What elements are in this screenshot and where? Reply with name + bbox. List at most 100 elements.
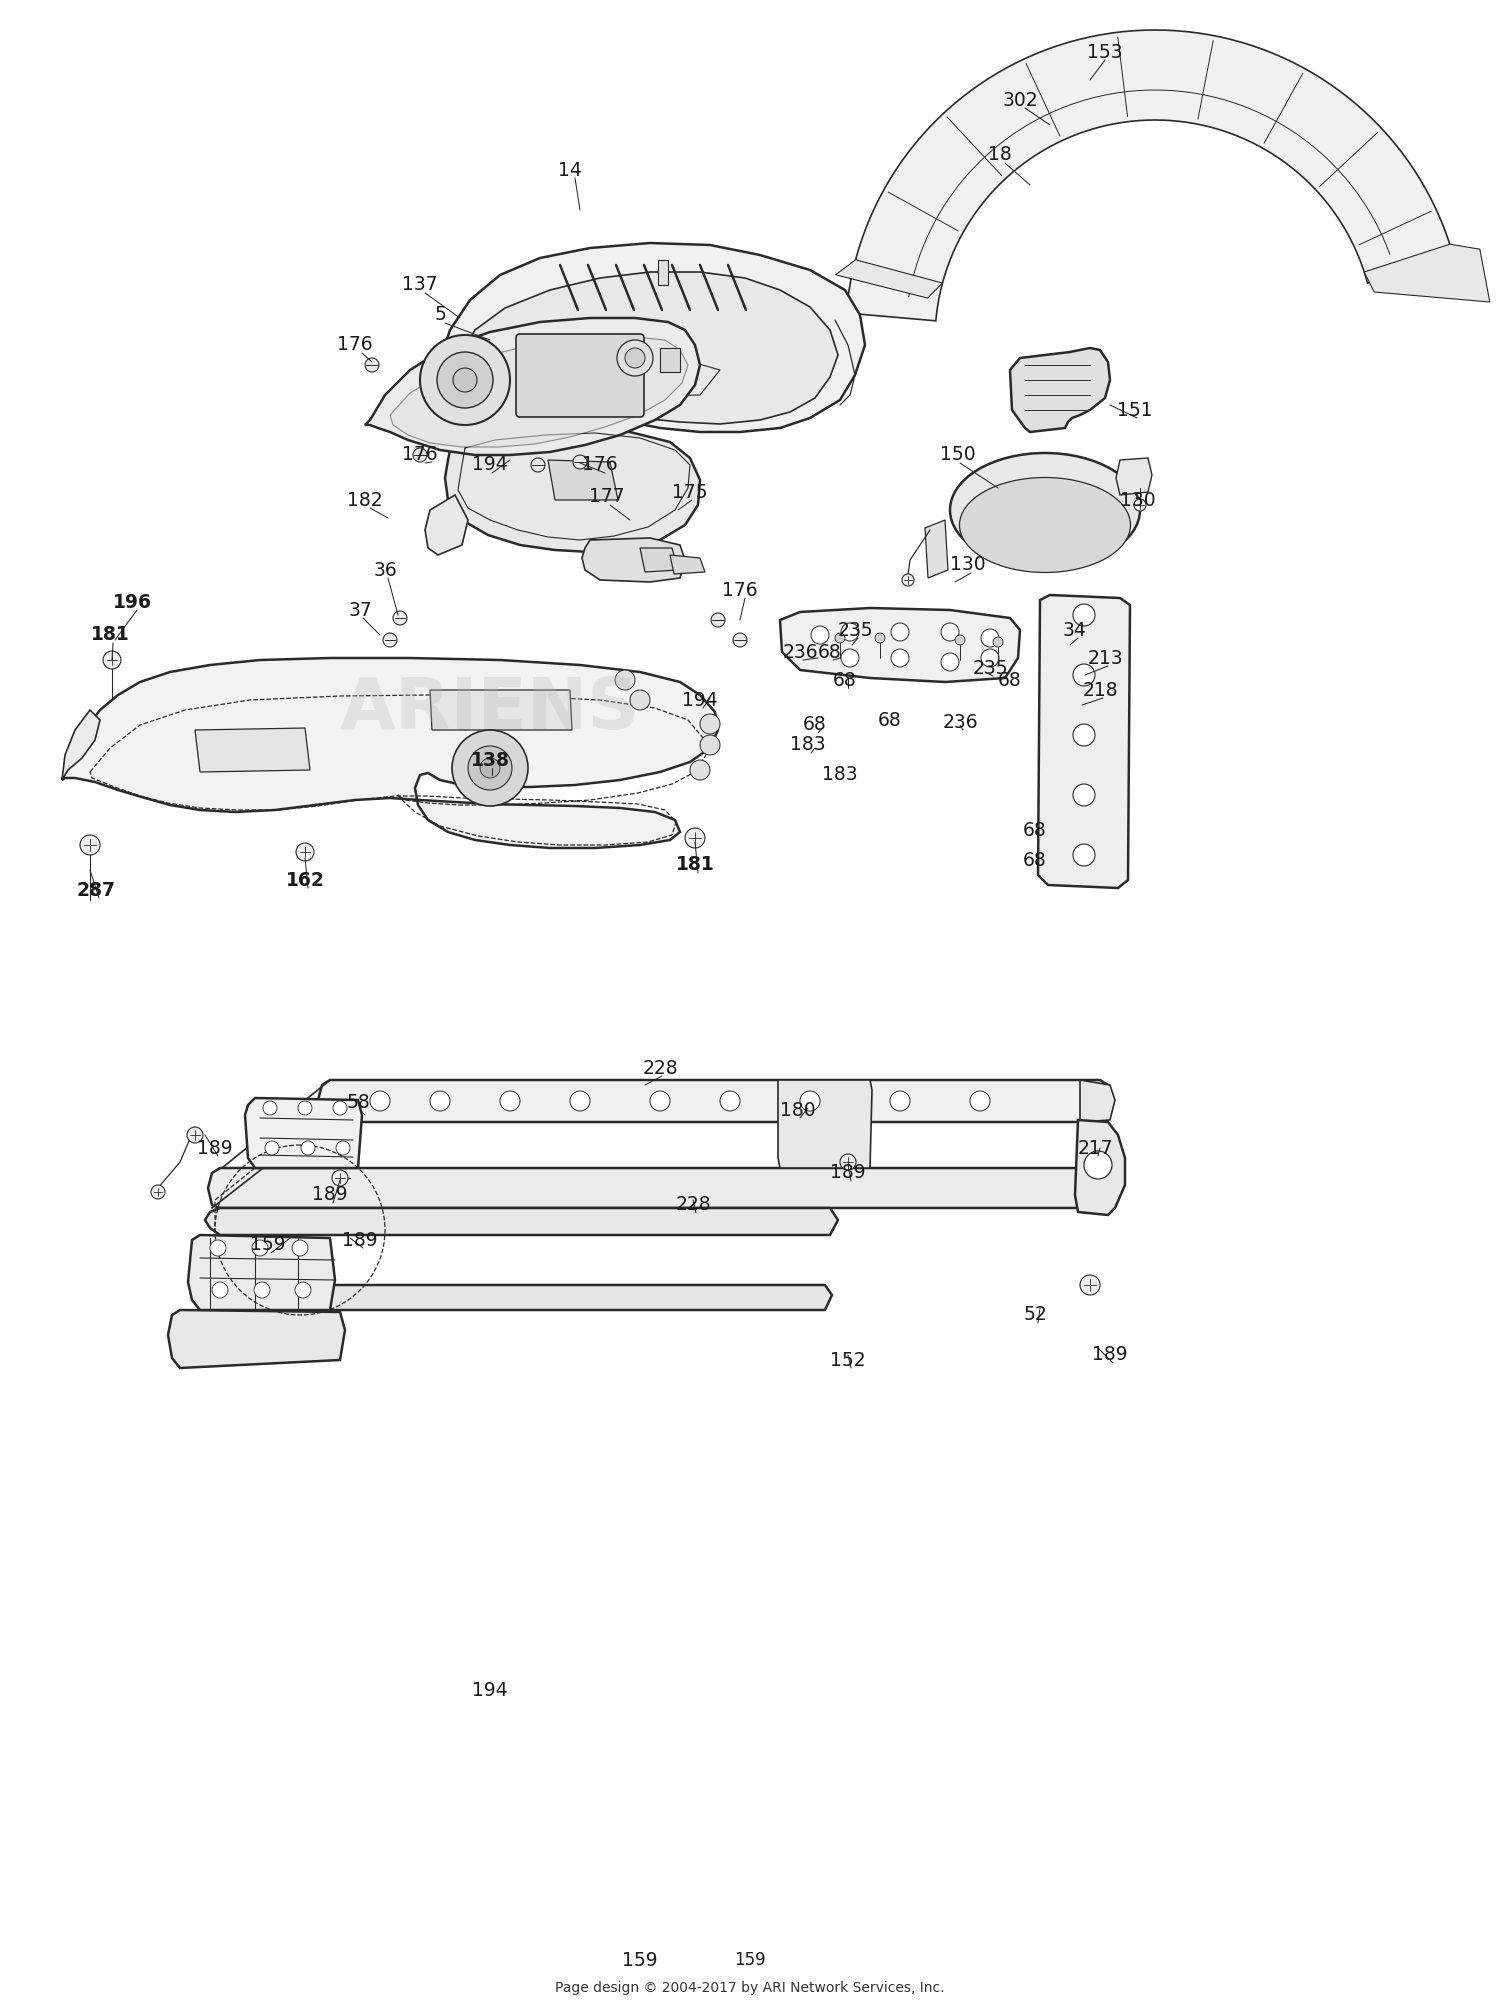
Circle shape (254, 1282, 270, 1298)
Circle shape (188, 1127, 202, 1143)
Circle shape (720, 1091, 740, 1111)
Circle shape (1072, 723, 1095, 745)
Text: ARIENS: ARIENS (340, 675, 640, 745)
Circle shape (262, 1101, 278, 1115)
Circle shape (104, 651, 122, 669)
Circle shape (840, 1153, 856, 1169)
Polygon shape (780, 609, 1020, 681)
Text: 217: 217 (1077, 1139, 1113, 1157)
Text: 182: 182 (346, 490, 382, 510)
Circle shape (700, 713, 720, 733)
Circle shape (940, 653, 958, 671)
Text: 68: 68 (998, 671, 1022, 689)
Polygon shape (424, 494, 468, 554)
Circle shape (364, 358, 380, 372)
Text: 183: 183 (790, 735, 826, 755)
Text: 236: 236 (782, 643, 818, 661)
Circle shape (211, 1282, 228, 1298)
Circle shape (615, 669, 634, 689)
Polygon shape (195, 727, 310, 771)
Text: 152: 152 (830, 1350, 866, 1370)
Polygon shape (62, 659, 718, 848)
Polygon shape (1116, 458, 1152, 494)
Polygon shape (778, 1081, 871, 1167)
Text: 236: 236 (942, 713, 978, 731)
Circle shape (413, 448, 428, 462)
Text: 228: 228 (642, 1059, 678, 1077)
Circle shape (690, 759, 709, 779)
Text: 302: 302 (1002, 90, 1038, 110)
Circle shape (452, 729, 528, 806)
Circle shape (734, 633, 747, 647)
Text: 68: 68 (1023, 820, 1047, 840)
Circle shape (302, 1141, 315, 1155)
Circle shape (1084, 1151, 1112, 1179)
Polygon shape (670, 554, 705, 575)
Circle shape (700, 735, 720, 755)
Circle shape (266, 1141, 279, 1155)
Text: 153: 153 (1088, 42, 1124, 62)
Circle shape (626, 348, 645, 368)
Circle shape (891, 623, 909, 641)
Circle shape (891, 649, 909, 667)
Text: 176: 176 (582, 456, 618, 474)
Circle shape (842, 623, 860, 641)
Circle shape (573, 454, 586, 468)
Circle shape (1072, 665, 1095, 685)
Text: 68: 68 (802, 715, 826, 735)
Circle shape (1080, 1276, 1100, 1296)
Text: 162: 162 (285, 870, 324, 890)
Circle shape (981, 629, 999, 647)
Circle shape (80, 836, 100, 856)
Polygon shape (62, 709, 100, 779)
Polygon shape (1080, 1081, 1114, 1121)
Circle shape (436, 352, 494, 408)
Circle shape (152, 1185, 165, 1199)
Polygon shape (582, 538, 686, 583)
Polygon shape (1010, 348, 1110, 432)
Circle shape (940, 623, 958, 641)
Circle shape (650, 1091, 670, 1111)
Circle shape (333, 1101, 346, 1115)
Text: 52: 52 (1023, 1306, 1047, 1324)
Circle shape (252, 1240, 268, 1256)
Text: 159: 159 (251, 1236, 286, 1254)
Text: 68: 68 (1023, 850, 1047, 870)
Text: 138: 138 (471, 751, 510, 769)
Polygon shape (548, 460, 618, 500)
Text: Page design © 2004-2017 by ARI Network Services, Inc.: Page design © 2004-2017 by ARI Network S… (555, 1981, 945, 1995)
Text: 183: 183 (822, 765, 858, 784)
Circle shape (370, 1091, 390, 1111)
Circle shape (711, 613, 724, 627)
Polygon shape (206, 1207, 839, 1236)
Circle shape (874, 633, 885, 643)
Polygon shape (430, 689, 572, 729)
Polygon shape (640, 548, 678, 573)
Ellipse shape (950, 452, 1140, 567)
Circle shape (210, 1240, 226, 1256)
Polygon shape (188, 1236, 334, 1310)
Polygon shape (836, 259, 942, 297)
Polygon shape (926, 520, 948, 579)
Circle shape (616, 340, 652, 376)
Text: 5: 5 (433, 305, 445, 325)
Text: 137: 137 (402, 275, 438, 295)
Polygon shape (318, 1081, 1112, 1121)
Text: 34: 34 (1064, 621, 1088, 639)
Text: 213: 213 (1088, 649, 1124, 667)
Circle shape (993, 637, 1004, 647)
Text: 189: 189 (196, 1139, 232, 1157)
Ellipse shape (960, 478, 1131, 573)
Circle shape (1072, 605, 1095, 627)
Text: 68: 68 (833, 671, 856, 689)
Circle shape (292, 1240, 308, 1256)
Circle shape (686, 828, 705, 848)
Circle shape (468, 745, 512, 790)
Text: 150: 150 (940, 446, 976, 464)
Text: 228: 228 (675, 1195, 711, 1215)
Circle shape (480, 757, 500, 777)
Text: 151: 151 (1118, 400, 1154, 420)
Text: 37: 37 (348, 601, 372, 619)
Text: 181: 181 (675, 856, 714, 874)
Text: 159: 159 (734, 1951, 766, 1969)
